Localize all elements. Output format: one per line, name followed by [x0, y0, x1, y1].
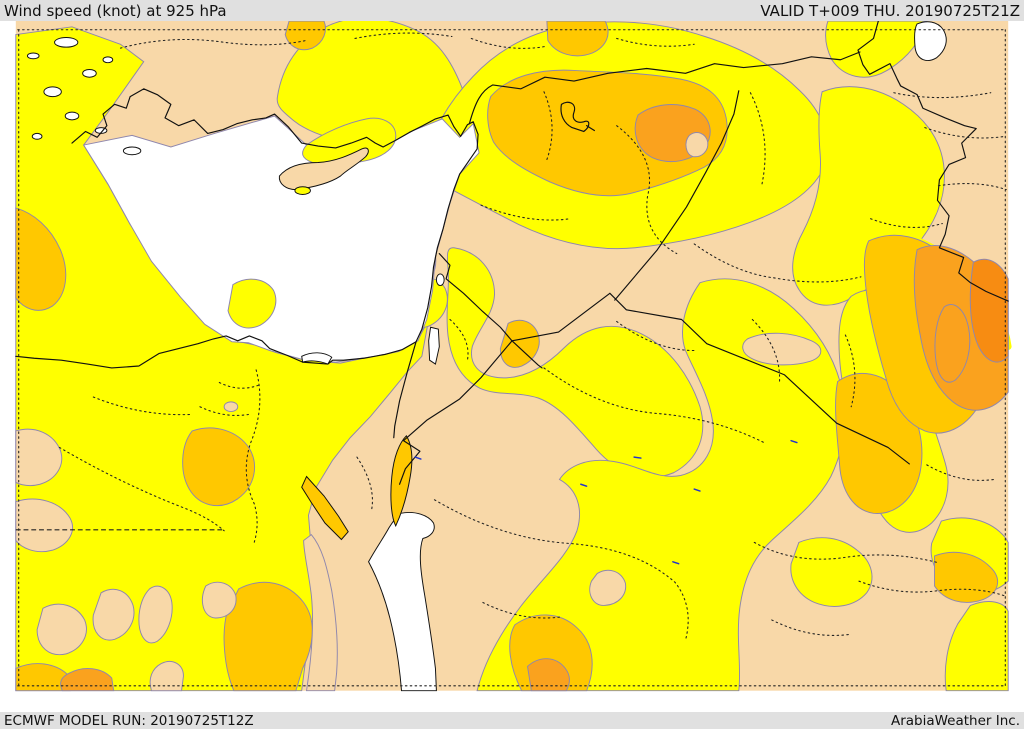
saudi-iraq-border-diagonal	[609, 292, 910, 465]
island	[43, 86, 62, 98]
island	[122, 146, 142, 156]
contour-region	[202, 581, 237, 619]
gulf-of-suez	[301, 475, 349, 541]
country-borders	[15, 21, 1009, 485]
wind-band-5-10kt-patches	[15, 132, 822, 692]
admin-boundaries-dotted	[15, 29, 1007, 687]
footer-bar: ECMWF MODEL RUN: 20190725T12Z ArabiaWeat…	[0, 712, 1024, 729]
contour-region	[223, 581, 313, 692]
contour-region	[15, 498, 74, 553]
contour-region	[742, 332, 822, 366]
jordan-saudi-border	[511, 340, 543, 369]
contour-region	[526, 658, 570, 692]
page-title: Wind speed (knot) at 925 hPa	[4, 1, 227, 20]
contour-region	[60, 668, 115, 692]
island	[31, 132, 43, 140]
lake-urmia	[914, 21, 947, 61]
island	[26, 52, 40, 60]
jordan-saudi-zigzag	[398, 340, 513, 485]
contour-region	[499, 319, 540, 368]
sea-wind-patch	[227, 278, 277, 329]
contour-region	[15, 428, 63, 487]
saudi-iraq-border	[511, 292, 611, 342]
island	[102, 56, 114, 64]
contour-region	[36, 603, 87, 656]
wind-speed-map	[0, 21, 1024, 712]
attribution-label: ArabiaWeather Inc.	[890, 712, 1020, 729]
mediterranean-coastline	[15, 88, 479, 369]
sea-of-galilee	[435, 273, 445, 287]
contour-region	[182, 427, 256, 507]
turkey-syria-border	[468, 51, 861, 125]
contour-region	[446, 247, 704, 478]
contour-region	[223, 401, 239, 413]
contour-region	[138, 585, 173, 644]
island	[82, 68, 97, 78]
islet	[294, 186, 311, 195]
header-bar: Wind speed (knot) at 925 hPa VALID T+009…	[0, 0, 1024, 21]
syria-iraq-border	[614, 90, 740, 301]
egypt-israel-border	[393, 341, 417, 439]
island	[64, 111, 80, 121]
contour-region	[944, 601, 1009, 692]
contour-region	[15, 207, 67, 311]
aegean-islands	[26, 36, 142, 156]
reservoir-outline	[586, 125, 595, 132]
contour-region	[589, 569, 627, 606]
dead-sea	[428, 326, 440, 365]
contour-region	[934, 304, 971, 383]
red-sea	[368, 512, 437, 692]
map-canvas	[15, 21, 1012, 692]
contour-region	[149, 660, 184, 692]
reservoir-outline	[560, 101, 590, 133]
wind-band-20-25kt-regions	[60, 104, 1009, 692]
model-run-label: ECMWF MODEL RUN: 20190725T12Z	[4, 712, 254, 729]
island	[54, 36, 79, 48]
contour-region	[92, 588, 135, 641]
iran-border	[857, 21, 1009, 302]
jordan-border	[438, 253, 513, 342]
water-bodies	[26, 21, 947, 692]
contour-region	[790, 537, 873, 607]
contour-region	[685, 132, 709, 158]
sea-wind-patch	[302, 117, 397, 166]
contour-region-max	[969, 258, 1009, 363]
contour-region	[303, 533, 338, 692]
river-marks	[414, 439, 798, 565]
valid-time-label: VALID T+009 THU. 20190725T21Z	[760, 1, 1020, 20]
